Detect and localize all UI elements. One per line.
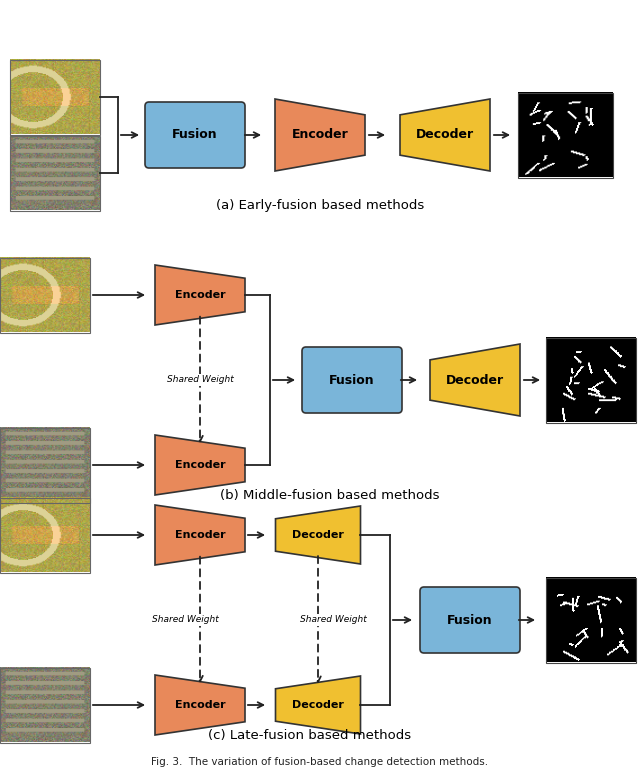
Text: Shared Weight: Shared Weight (166, 375, 234, 385)
Bar (518, 93, 612, 178)
Text: Encoder: Encoder (175, 700, 225, 710)
Bar (546, 577, 636, 662)
Text: (b) Middle-fusion based methods: (b) Middle-fusion based methods (220, 488, 440, 502)
Polygon shape (155, 265, 245, 325)
Bar (10, 59, 100, 134)
Text: Fusion: Fusion (329, 374, 375, 387)
Text: Fig. 3.  The variation of fusion-based change detection methods.: Fig. 3. The variation of fusion-based ch… (152, 757, 488, 767)
Text: Encoder: Encoder (292, 129, 348, 141)
Polygon shape (430, 344, 520, 416)
FancyBboxPatch shape (302, 347, 402, 413)
Polygon shape (155, 505, 245, 565)
Bar (10, 136, 100, 211)
FancyBboxPatch shape (420, 587, 520, 653)
Text: Decoder: Decoder (292, 700, 344, 710)
Text: Decoder: Decoder (446, 374, 504, 387)
Text: Decoder: Decoder (416, 129, 474, 141)
Text: Shared Weight: Shared Weight (300, 615, 366, 625)
Polygon shape (155, 675, 245, 735)
FancyBboxPatch shape (145, 102, 245, 168)
Text: Shared Weight: Shared Weight (152, 615, 218, 625)
Text: Fusion: Fusion (172, 129, 218, 141)
Text: Fusion: Fusion (447, 614, 493, 626)
Text: Encoder: Encoder (175, 290, 225, 300)
Bar (0, 498, 90, 573)
Polygon shape (275, 99, 365, 171)
Polygon shape (400, 99, 490, 171)
Polygon shape (275, 676, 360, 734)
Text: Decoder: Decoder (292, 530, 344, 540)
Bar (546, 338, 636, 423)
Polygon shape (155, 435, 245, 495)
Text: (c) Late-fusion based methods: (c) Late-fusion based methods (209, 729, 412, 742)
Bar (0, 427, 90, 502)
Bar (0, 257, 90, 332)
Text: Encoder: Encoder (175, 460, 225, 470)
Text: Encoder: Encoder (175, 530, 225, 540)
Polygon shape (275, 506, 360, 564)
Text: (a) Early-fusion based methods: (a) Early-fusion based methods (216, 198, 424, 211)
Bar (0, 668, 90, 743)
